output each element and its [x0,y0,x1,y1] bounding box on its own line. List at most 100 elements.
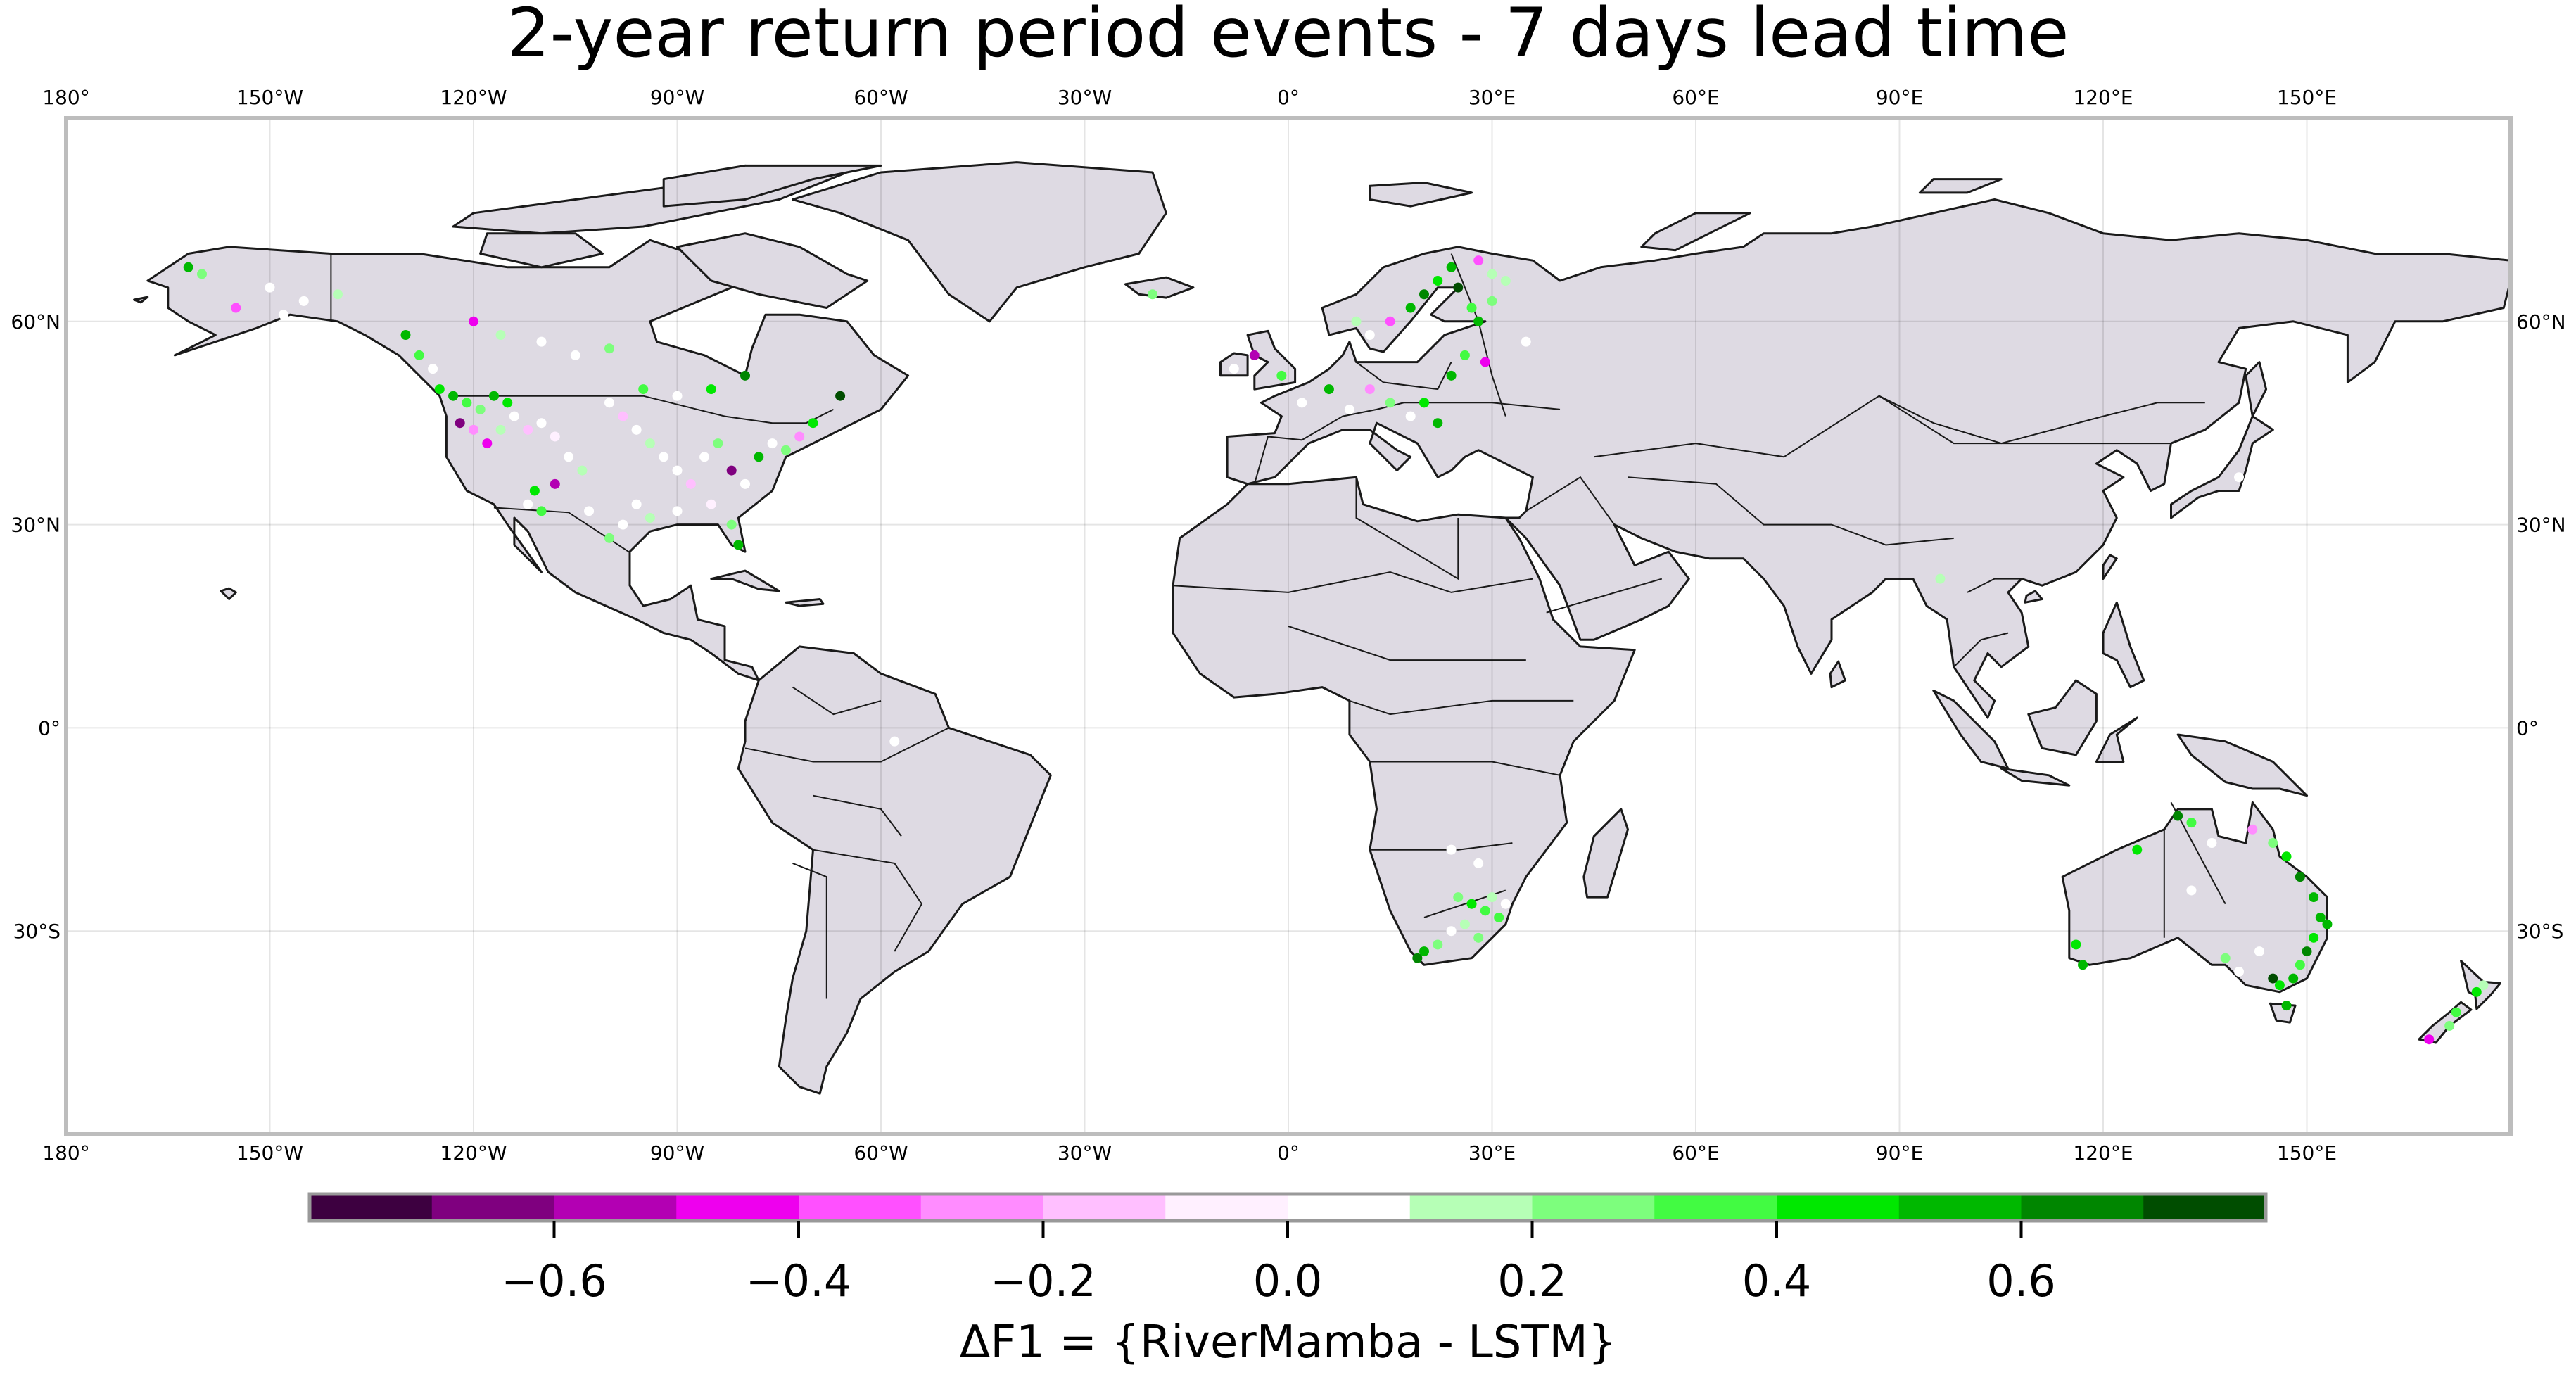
longitude-label-bottom: 30°W [1058,1141,1112,1165]
station-marker [550,431,560,442]
latitude-label-left: 0° [38,716,61,740]
station-marker [2444,1020,2455,1031]
country-border [1546,578,1663,614]
station-marker [455,418,465,429]
landmass-sri-lanka [1829,660,1846,689]
colorbar-label: ΔF1 = {RiverMamba - LSTM} [959,1316,1617,1369]
country-border [1369,842,1513,851]
colorbar-segment [1043,1194,1167,1221]
longitude-label-top: 30°E [1468,86,1516,109]
station-marker [1473,858,1484,868]
country-border [1879,395,2205,445]
longitude-label-bottom: 60°E [1672,1141,1719,1165]
station-marker [1385,316,1395,326]
longitude-label-bottom: 150°W [236,1141,303,1165]
station-marker [2309,892,2319,903]
station-marker [754,452,764,462]
station-marker [645,438,655,449]
station-marker [1473,932,1484,943]
colorbar-segment [1288,1194,1411,1221]
station-marker [706,499,716,509]
station-marker [523,499,533,509]
station-marker [2322,919,2333,929]
colorbar-segment [554,1194,678,1221]
station-marker [767,438,778,449]
longitude-label-top: 30°W [1058,86,1112,109]
station-marker [889,736,900,747]
station-marker [1297,398,1307,408]
landmass-baffin [676,232,869,309]
station-marker [1249,350,1260,360]
station-marker [604,533,614,543]
station-marker [1453,282,1464,293]
station-marker [1473,316,1484,326]
colorbar-segment [1777,1194,1900,1221]
station-marker [2268,973,2278,984]
longitude-label-bottom: 90°E [1876,1141,1923,1165]
longitude-label-top: 60°E [1672,86,1719,109]
station-marker [1473,255,1484,266]
landmass-java [2000,767,2071,787]
station-marker [1487,269,1497,279]
longitude-label-bottom: 60°W [854,1141,908,1165]
landmass-philippines [2102,601,2145,689]
station-marker [469,316,478,326]
landmass-japan [2170,415,2274,519]
colorbar-segment [1898,1194,2022,1221]
colorbar-segment [799,1194,922,1221]
station-marker [685,478,696,489]
station-marker [1433,418,1443,429]
station-marker [1480,906,1490,916]
station-marker [495,330,506,341]
station-marker [469,424,478,435]
station-marker [1446,262,1457,272]
station-marker [183,262,193,272]
station-marker [659,452,669,462]
colorbar-tick-label: −0.2 [990,1255,1096,1307]
longitude-label-top: 120°E [2073,86,2133,109]
country-border [1967,578,2022,593]
station-marker [1446,844,1457,855]
station-marker [1453,892,1464,903]
station-marker [475,404,486,414]
longitude-ticks-top: 180° 150°W 120°W 90°W 60°W 30°W 0° 30°E 60°E 90°E… [42,86,2337,109]
station-marker [740,370,750,381]
landmass-hispaniola [785,598,825,607]
station-marker [2268,838,2278,849]
country-border [1355,361,1452,391]
station-marker [618,411,628,421]
station-marker [1433,276,1443,286]
station-marker [502,398,513,408]
landmass-south-america [737,645,1052,1095]
station-marker [1419,398,1429,408]
station-marker [2302,946,2312,957]
colorbar-segment [676,1194,799,1221]
latitude-label-left: 60°N [11,310,61,334]
longitude-label-top: 0° [1277,86,1300,109]
station-marker [298,296,309,306]
landmass-sulawesi [2095,716,2138,763]
station-marker [536,506,547,516]
station-marker [495,424,506,435]
station-marker [740,478,750,489]
longitude-ticks-bottom: 180° 150°W 120°W 90°W 60°W 30°W 0° 30°E 60°E 90°E… [42,1141,2337,1165]
station-marker [197,269,207,279]
longitude-label-bottom: 120°W [440,1141,507,1165]
station-marker [1466,303,1477,313]
latitude-label-right: 0° [2516,716,2539,740]
station-marker [536,418,547,429]
station-marker [1148,289,1157,300]
station-marker [1935,573,1946,584]
colorbar-segment [431,1194,555,1221]
station-marker [1405,303,1416,313]
station-marker [488,391,499,401]
station-marker [2234,472,2244,483]
station-marker [1494,912,1504,922]
station-marker [414,350,424,360]
station-marker [1419,289,1429,300]
longitude-label-top: 180° [42,86,89,109]
station-marker [2132,844,2143,855]
station-marker [2186,885,2197,896]
station-marker [672,506,683,516]
